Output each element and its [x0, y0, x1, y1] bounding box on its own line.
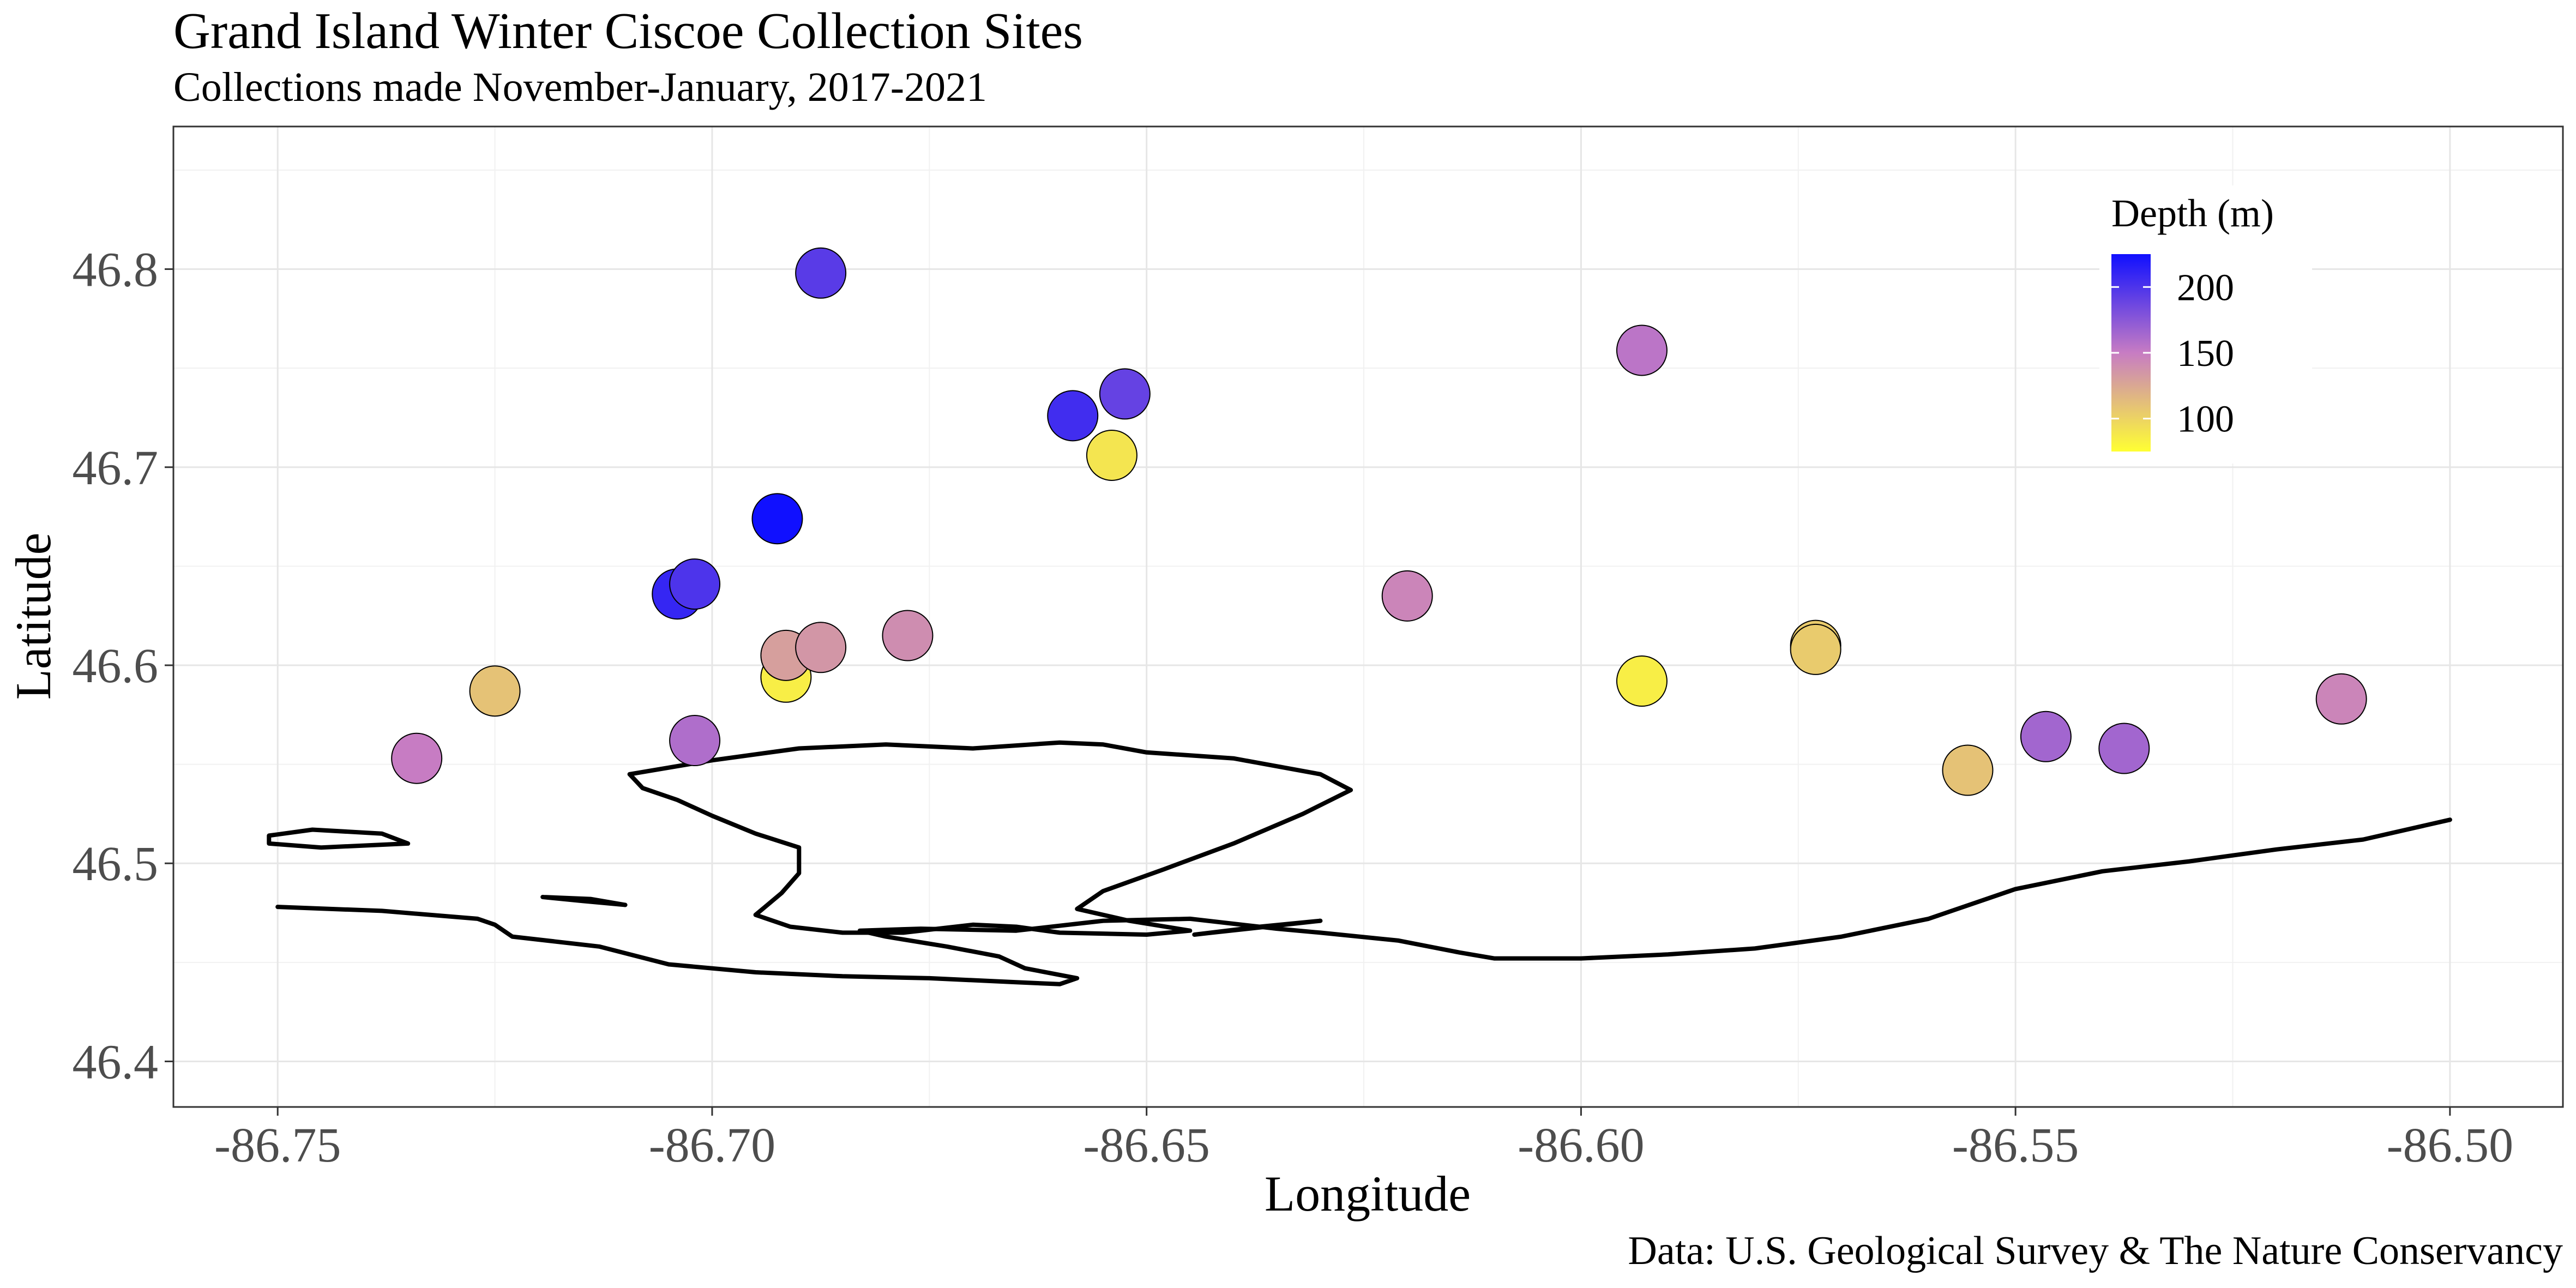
y-tick-label: 46.8	[73, 243, 159, 297]
shorelines	[267, 740, 2452, 986]
shoreline	[1192, 918, 1323, 937]
legend-title: Depth (m)	[2111, 191, 2274, 235]
collection-point	[1790, 623, 1841, 675]
collection-point	[669, 715, 721, 767]
collection-point	[1047, 390, 1099, 442]
collection-point	[2315, 673, 2367, 725]
x-tick-label: -86.65	[1083, 1118, 1209, 1172]
y-tick-label: 46.7	[73, 441, 159, 495]
collection-point	[1616, 655, 1668, 707]
collection-point	[1086, 429, 1137, 481]
x-tick-label: -86.50	[2387, 1118, 2513, 1172]
collection-point	[1616, 324, 1668, 376]
x-tick-label: -86.75	[214, 1118, 341, 1172]
collection-point	[469, 665, 521, 717]
collection-point	[882, 610, 934, 661]
y-axis-title: Latitude	[5, 533, 61, 700]
depth-legend: Depth (m) 100 150 200	[2099, 185, 2312, 464]
collection-point	[391, 732, 443, 784]
collection-point	[751, 493, 803, 545]
collection-point	[795, 622, 847, 673]
grid	[173, 127, 2563, 1107]
x-tick-label: -86.55	[1952, 1118, 2079, 1172]
x-tick-label: -86.60	[1518, 1118, 1644, 1172]
legend-tick-label: 200	[2177, 267, 2234, 309]
legend-ticks: 100 150 200	[2111, 267, 2234, 441]
collection-point	[2098, 723, 2150, 774]
collection-points	[391, 247, 2367, 796]
shoreline	[267, 827, 411, 850]
collection-point	[795, 247, 847, 299]
y-tick-label: 46.6	[73, 639, 159, 693]
chart-subtitle: Collections made November-January, 2017-…	[173, 64, 987, 110]
legend-tick-label: 150	[2177, 333, 2234, 375]
collection-point	[669, 558, 721, 610]
x-axis-title: Longitude	[1265, 1166, 1471, 1221]
chart-caption: Data: U.S. Geological Survey & The Natur…	[1628, 1229, 2563, 1273]
legend-tick-label: 100	[2177, 399, 2234, 441]
chart-title: Grand Island Winter Ciscoe Collection Si…	[173, 3, 1083, 59]
collection-point	[1099, 368, 1151, 420]
shoreline	[275, 817, 2452, 986]
y-tick-label: 46.4	[73, 1035, 159, 1089]
y-axis: 46.4 46.5 46.6 46.7 46.8	[73, 243, 173, 1089]
collection-point	[2020, 711, 2072, 762]
y-tick-label: 46.5	[73, 837, 159, 891]
panel-border	[172, 125, 2564, 1108]
collection-point	[1942, 744, 1994, 796]
x-axis: -86.75 -86.70 -86.65 -86.60 -86.55 -86.50	[214, 1107, 2513, 1172]
shoreline	[540, 895, 628, 907]
shoreline	[627, 740, 1353, 937]
collection-point	[1381, 570, 1433, 622]
x-tick-label: -86.70	[649, 1118, 775, 1172]
